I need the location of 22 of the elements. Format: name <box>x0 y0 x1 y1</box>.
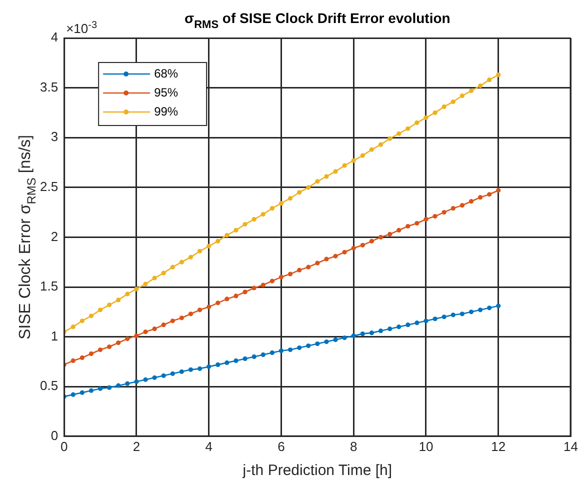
legend-label: 99% <box>154 104 178 118</box>
x-tick-label: 8 <box>350 438 358 454</box>
x-tick-label: 6 <box>278 438 285 454</box>
x-tick-label: 2 <box>132 438 140 454</box>
y-tick-label: 3.5 <box>40 79 58 94</box>
y-tick-label: 3 <box>50 129 58 144</box>
x-tick-label: 12 <box>491 438 506 454</box>
x-tick-label: 14 <box>564 438 578 454</box>
y-axis-title: SISE Clock Error σRMS [ns/s] <box>17 134 39 340</box>
x-tick-label: 0 <box>60 438 68 454</box>
y-tick-label: 2 <box>50 228 58 244</box>
x-axis-title: j-th Prediction Time [h] <box>242 462 392 480</box>
legend-label: 68% <box>154 66 178 80</box>
x-tick-label: 4 <box>205 438 212 454</box>
y-tick-label: 1 <box>50 328 58 344</box>
y-tick-label: 2.5 <box>40 178 58 194</box>
x-tick-label: 10 <box>418 438 434 454</box>
y-tick-label: 4 <box>50 30 58 45</box>
legend-label: 95% <box>154 85 178 100</box>
y-tick-label: 0.5 <box>40 378 58 394</box>
y-tick-label: 0 <box>50 428 58 443</box>
y-tick-label: 1.5 <box>40 278 58 294</box>
